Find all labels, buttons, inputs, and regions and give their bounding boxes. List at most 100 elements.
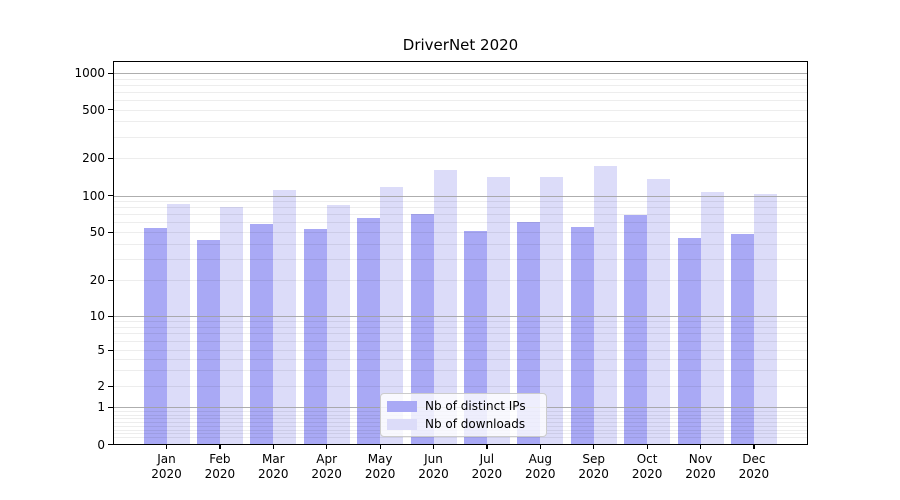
grid-line-minor <box>113 201 808 203</box>
bar-downloads-apr <box>326 204 350 445</box>
legend-entry-downloads: Nb of downloads <box>387 417 538 431</box>
x-tick-label: Oct 2020 <box>617 452 677 482</box>
x-tick-mark <box>753 444 755 449</box>
grid-line-major <box>113 73 808 74</box>
x-tick-year: 2020 <box>738 467 770 481</box>
x-tick-year: 2020 <box>525 467 556 481</box>
grid-line-minor <box>113 78 808 80</box>
y-tick-label: 200 <box>82 151 105 165</box>
y-tick-mark <box>108 109 113 111</box>
bar-distinct-ips-jan <box>143 227 167 445</box>
grid-layer <box>113 61 808 445</box>
grid-line-minor <box>113 214 808 216</box>
grid-line-minor <box>113 358 808 360</box>
x-tick-year: 2020 <box>471 467 503 481</box>
y-tick-mark <box>108 349 113 351</box>
bar-downloads-sep <box>593 166 617 445</box>
bar-distinct-ips-apr <box>303 228 327 445</box>
x-tick-label: Dec 2020 <box>724 452 784 482</box>
bar-downloads-jun <box>433 170 457 445</box>
bar-downloads-feb <box>219 207 243 445</box>
legend-entry-distinct-ips: Nb of distinct IPs <box>387 399 538 413</box>
x-tick-month: Nov <box>688 452 713 466</box>
x-tick-month: Oct <box>636 452 658 466</box>
x-tick-month: Jan <box>157 452 176 466</box>
y-tick-label: 100 <box>82 188 105 203</box>
plot-area <box>113 61 808 445</box>
grid-line-minor <box>113 341 808 343</box>
grid-line-minor <box>113 99 808 101</box>
bar-distinct-ips-oct <box>624 215 648 445</box>
x-tick-label: Mar 2020 <box>243 452 303 482</box>
y-tick-label: 2 <box>97 379 105 393</box>
bar-distinct-ips-nov <box>677 237 701 445</box>
x-tick-mark <box>379 444 381 449</box>
x-tick-year: 2020 <box>364 467 396 481</box>
x-tick-year: 2020 <box>151 467 182 481</box>
y-tick-mark <box>108 231 113 233</box>
grid-line-minor <box>113 333 808 335</box>
x-tick-mark <box>219 444 221 449</box>
x-tick-year: 2020 <box>631 467 663 481</box>
grid-line-minor <box>113 386 808 387</box>
bar-distinct-ips-feb <box>196 239 220 445</box>
legend-swatch-distinct-ips <box>387 400 417 412</box>
chart-title: DriverNet 2020 <box>402 36 519 54</box>
x-tick-label: Jul 2020 <box>457 452 517 482</box>
y-tick-mark <box>108 385 113 387</box>
bar-distinct-ips-dec <box>730 234 754 445</box>
x-tick-month: Dec <box>742 452 766 466</box>
x-tick-label: Feb 2020 <box>190 452 250 482</box>
bar-downloads-may <box>380 187 404 445</box>
x-tick-mark <box>433 444 435 449</box>
bar-downloads-mar <box>273 189 297 445</box>
x-tick-label: Apr 2020 <box>297 452 357 482</box>
x-tick-year: 2020 <box>685 467 716 481</box>
x-tick-label: Jun 2020 <box>404 452 464 482</box>
bar-distinct-ips-jul <box>463 230 487 445</box>
bar-distinct-ips-may <box>357 218 381 445</box>
bar-downloads-nov <box>700 191 724 445</box>
x-tick-year: 2020 <box>258 467 289 481</box>
y-tick-mark <box>108 406 113 408</box>
y-tick-label: 5 <box>97 343 105 357</box>
x-tick-label: Aug 2020 <box>510 452 570 482</box>
grid-line-major <box>113 195 808 197</box>
y-tick-label: 10 <box>89 309 105 323</box>
x-tick-year: 2020 <box>418 467 449 481</box>
bar-downloads-aug <box>540 176 564 445</box>
grid-line-minor <box>113 84 808 86</box>
x-tick-month: Apr <box>316 452 338 466</box>
grid-line-minor <box>113 222 808 224</box>
grid-line-minor <box>113 158 808 159</box>
grid-line-minor <box>113 350 808 351</box>
x-tick-year: 2020 <box>578 467 609 481</box>
grid-line-major <box>113 316 808 317</box>
x-tick-mark <box>646 444 648 449</box>
grid-line-minor <box>113 207 808 209</box>
x-tick-month: Jul <box>479 452 495 466</box>
y-tick-label: 50 <box>89 225 105 239</box>
x-tick-mark <box>539 444 542 449</box>
y-tick-mark <box>108 195 113 197</box>
x-tick-mark <box>326 444 328 449</box>
grid-line-minor <box>113 321 808 323</box>
bar-distinct-ips-jun <box>410 214 434 445</box>
x-tick-mark <box>486 444 488 449</box>
legend-label-distinct-ips: Nb of distinct IPs <box>425 399 526 413</box>
y-tick-mark <box>108 72 113 74</box>
grid-line-minor <box>113 136 808 138</box>
y-tick-mark <box>108 157 113 159</box>
x-tick-month: Feb <box>209 452 231 466</box>
x-tick-label: Nov 2020 <box>671 452 731 482</box>
y-tick-label: 1000 <box>74 66 105 80</box>
legend: Nb of distinct IPs Nb of downloads <box>380 393 547 437</box>
x-tick-label: May 2020 <box>350 452 410 482</box>
bar-downloads-dec <box>753 194 777 445</box>
bars-layer <box>113 61 808 445</box>
x-tick-month: Sep <box>582 452 605 466</box>
y-tick-mark <box>108 279 113 281</box>
x-tick-label: Sep 2020 <box>564 452 624 482</box>
y-tick-label: 20 <box>89 273 105 287</box>
